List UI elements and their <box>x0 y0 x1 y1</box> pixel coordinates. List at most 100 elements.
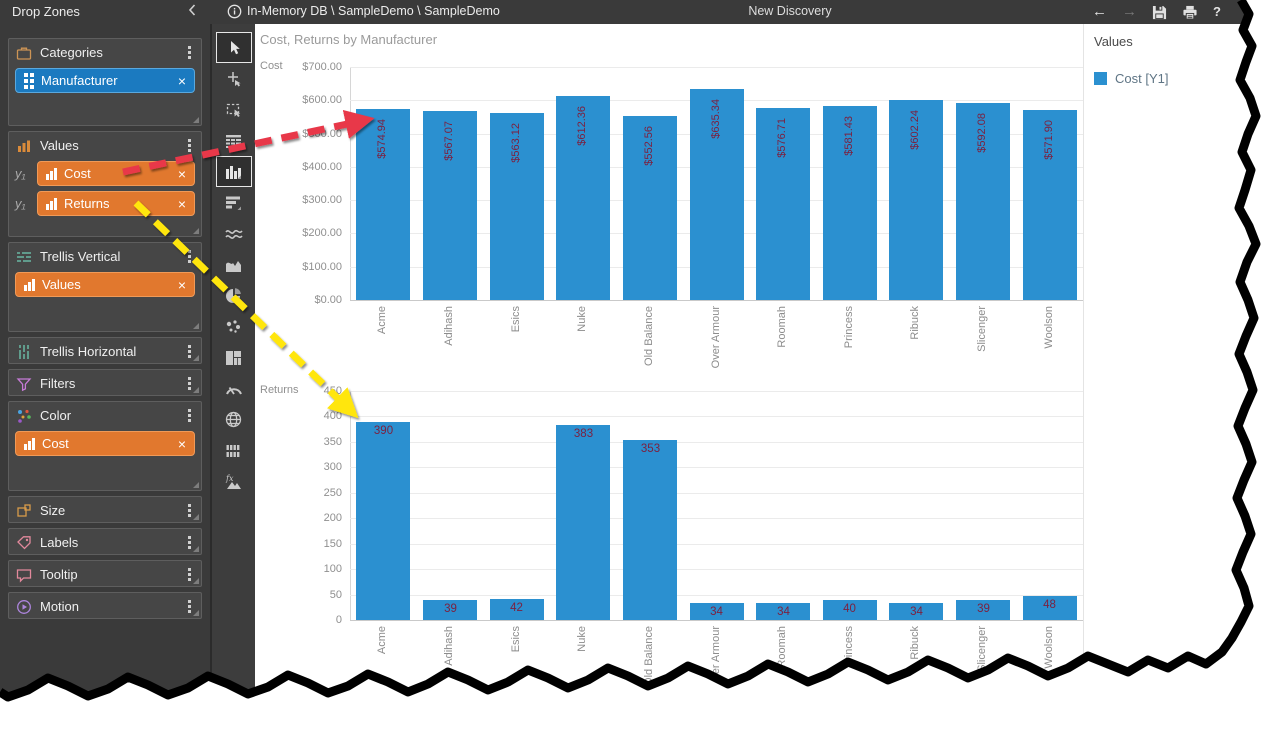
y-tick-label: 250 <box>323 487 342 499</box>
filter-icon <box>16 376 32 392</box>
y-tick-label: 0 <box>335 614 342 626</box>
marquee-select-tool-icon[interactable] <box>217 95 251 124</box>
y-tick-label: $200.00 <box>302 227 342 239</box>
y-tick-label: $100.00 <box>302 261 342 273</box>
remove-chip-icon[interactable]: × <box>177 165 186 182</box>
drop-zones-header: Drop Zones <box>12 4 80 19</box>
zone-categories: Categories Manufacturer × <box>8 38 202 126</box>
custom-fx-chart-icon[interactable]: fx <box>217 467 251 496</box>
bar-value-label: 42 <box>510 602 523 614</box>
bar-value-label: $612.36 <box>576 106 588 146</box>
bar-old-balance[interactable] <box>623 440 677 620</box>
zone-menu-icon[interactable] <box>185 43 194 62</box>
column-chart-icon[interactable] <box>215 156 252 187</box>
zone-title: Tooltip <box>40 567 78 582</box>
measure-icon <box>24 437 35 450</box>
info-icon[interactable] <box>227 4 242 24</box>
bar-value-label: $552.56 <box>643 126 655 166</box>
y-tick-label: $400.00 <box>302 161 342 173</box>
print-icon[interactable] <box>1182 5 1198 20</box>
chip-label: Cost <box>42 436 69 451</box>
zone-title: Categories <box>40 45 103 60</box>
category-label: Acme <box>376 306 388 335</box>
bar-value-label: $567.07 <box>443 121 455 161</box>
measure-icon <box>46 197 57 210</box>
grid-view-icon[interactable] <box>217 126 251 155</box>
zone-title: Motion <box>40 599 80 614</box>
category-label: Over Armour <box>710 626 722 689</box>
category-label: Ribuck <box>909 626 921 660</box>
category-label: Nuke <box>576 626 588 652</box>
category-label: Old Balance <box>643 626 655 686</box>
zone-menu-icon[interactable] <box>185 406 194 425</box>
y-tick-label: 300 <box>323 461 342 473</box>
pie-chart-icon[interactable] <box>217 281 251 310</box>
small-multiples-icon[interactable] <box>217 436 251 465</box>
bar-value-label: $576.71 <box>776 118 788 158</box>
category-label: Princess <box>843 306 855 349</box>
zone-trellis-vertical: Trellis Vertical Values × <box>8 242 202 332</box>
zone-title: Filters <box>40 376 76 391</box>
zone-title: Trellis Vertical <box>40 249 121 264</box>
scatter-chart-icon[interactable] <box>217 312 251 341</box>
treemap-chart-icon[interactable] <box>217 343 251 372</box>
bar-value-label: 40 <box>843 603 856 615</box>
add-pointer-tool-icon[interactable] <box>217 64 251 93</box>
bar-value-label: $571.90 <box>1043 120 1055 160</box>
pointer-tool-icon[interactable] <box>215 32 252 63</box>
field-chip-cost[interactable]: Cost × <box>37 161 195 186</box>
zone-title: Color <box>40 408 72 423</box>
field-chip-returns[interactable]: Returns × <box>37 191 195 216</box>
help-button[interactable]: ? <box>1213 4 1221 19</box>
category-label: Slicenger <box>976 306 988 352</box>
bar-nuke[interactable] <box>556 425 610 620</box>
zone-menu-icon[interactable] <box>185 247 194 266</box>
y-tick-label: 450 <box>323 385 342 397</box>
forward-button[interactable]: → <box>1122 3 1137 20</box>
gridline <box>350 467 1083 468</box>
category-label: Nuke <box>576 306 588 332</box>
back-button[interactable]: ← <box>1092 3 1107 20</box>
bar-value-label: $581.43 <box>843 116 855 156</box>
gridline <box>350 67 1083 68</box>
zone-motion: Motion <box>8 592 202 619</box>
gauge-chart-icon[interactable] <box>217 374 251 403</box>
breadcrumb: In-Memory DB \ SampleDemo \ SampleDemo <box>247 4 500 18</box>
zone-menu-icon[interactable] <box>185 136 194 155</box>
gridline <box>350 620 1083 621</box>
color-icon <box>16 408 32 424</box>
legend-item-cost[interactable]: Cost [Y1] <box>1094 71 1254 86</box>
remove-chip-icon[interactable]: × <box>177 195 186 212</box>
axis-assignment-label: y₁ <box>15 166 26 181</box>
legend-panel: Values Cost [Y1] <box>1094 34 1254 86</box>
bar-value-label: 390 <box>373 425 394 437</box>
bar-value-label: $635.34 <box>710 99 722 139</box>
field-chip-manufacturer[interactable]: Manufacturer × <box>15 68 195 93</box>
bar-value-label: 34 <box>710 606 723 618</box>
category-label: Ribuck <box>909 306 921 340</box>
map-chart-icon[interactable] <box>217 405 251 434</box>
gridline <box>350 595 1083 596</box>
collapse-panel-icon[interactable] <box>188 4 196 19</box>
bar-acme[interactable] <box>356 422 410 620</box>
gridline <box>350 300 1083 301</box>
remove-chip-icon[interactable]: × <box>177 435 186 452</box>
bar-chart-icon[interactable] <box>217 188 251 217</box>
line-chart-icon[interactable] <box>217 219 251 248</box>
gridline <box>350 518 1083 519</box>
trellis-vertical-icon <box>16 249 32 265</box>
gridline <box>350 493 1083 494</box>
area-chart-icon[interactable] <box>217 250 251 279</box>
size-icon <box>16 503 32 519</box>
y-tick-label: $700.00 <box>302 61 342 73</box>
remove-chip-icon[interactable]: × <box>177 276 186 293</box>
field-chip-values[interactable]: Values × <box>15 272 195 297</box>
gridline <box>350 544 1083 545</box>
legend-swatch <box>1094 72 1107 85</box>
y-tick-label: $300.00 <box>302 194 342 206</box>
bar-value-label: 48 <box>1043 599 1056 611</box>
zone-color: Color Cost × <box>8 401 202 491</box>
field-chip-color-cost[interactable]: Cost × <box>15 431 195 456</box>
save-icon[interactable] <box>1152 5 1167 20</box>
remove-chip-icon[interactable]: × <box>177 72 186 89</box>
